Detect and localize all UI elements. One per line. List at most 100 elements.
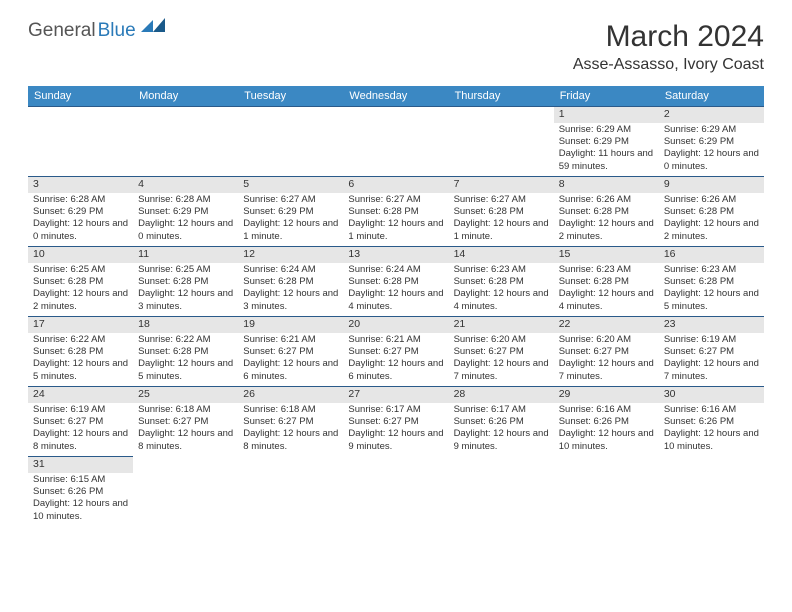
sunrise: Sunrise: 6:28 AM — [138, 194, 233, 206]
day-header: Wednesday — [343, 86, 448, 106]
sunset: Sunset: 6:27 PM — [454, 346, 549, 358]
sunset: Sunset: 6:28 PM — [348, 206, 443, 218]
sunrise: Sunrise: 6:23 AM — [559, 264, 654, 276]
sunrise: Sunrise: 6:23 AM — [664, 264, 759, 276]
day-number: 23 — [659, 316, 764, 333]
day-cell: 26Sunrise: 6:18 AMSunset: 6:27 PMDayligh… — [238, 386, 343, 456]
sunset: Sunset: 6:26 PM — [33, 486, 128, 498]
day-number: 31 — [28, 456, 133, 473]
day-cell: 13Sunrise: 6:24 AMSunset: 6:28 PMDayligh… — [343, 246, 448, 316]
day-content: Sunrise: 6:16 AMSunset: 6:26 PMDaylight:… — [659, 403, 764, 456]
daylight: Daylight: 12 hours and 4 minutes. — [559, 288, 654, 313]
day-content: Sunrise: 6:27 AMSunset: 6:29 PMDaylight:… — [238, 193, 343, 246]
week-row: 24Sunrise: 6:19 AM Sunset: 6:27 PM Dayligh… — [28, 386, 764, 456]
day-content: Sunrise: 6:23 AMSunset: 6:28 PMDaylight:… — [449, 263, 554, 316]
day-cell — [238, 456, 343, 526]
day-number: 12 — [238, 246, 343, 263]
day-number-empty — [133, 106, 238, 122]
day-content: Sunrise: 6:28 AMSunset: 6:29 PMDaylight:… — [133, 193, 238, 246]
calendar-body: 1Sunrise: 6:29 AMSunset: 6:29 PMDaylight… — [28, 106, 764, 526]
sunset: Sunset: 6:26 PM — [664, 416, 759, 428]
day-content: Sunrise: 6:17 AMSunset: 6:27 PMDaylight:… — [343, 403, 448, 456]
day-cell: 27Sunrise: 6:17 AMSunset: 6:27 PMDayligh… — [343, 386, 448, 456]
daylight: Daylight: 12 hours and 8 minutes. — [138, 428, 233, 453]
day-number: 24 — [28, 386, 133, 403]
daylight: Daylight: 12 hours and 4 minutes. — [348, 288, 443, 313]
day-cell: 16Sunrise: 6:23 AMSunset: 6:28 PMDayligh… — [659, 246, 764, 316]
day-cell: 5Sunrise: 6:27 AMSunset: 6:29 PMDaylight… — [238, 176, 343, 246]
week-row: 10 Sunrise: 6:25 AM Sunset: 6:28 PM Dayligh… — [28, 246, 764, 316]
sunset: Sunset: 6:28 PM — [664, 206, 759, 218]
day-number: 7 — [449, 176, 554, 193]
day-cell: 21Sunrise: 6:20 AMSunset: 6:27 PMDayligh… — [449, 316, 554, 386]
day-content: Sunrise: 6:24 AMSunset: 6:28 PMDaylight:… — [238, 263, 343, 316]
sunset: Sunset: 6:29 PM — [559, 136, 654, 148]
sunrise: Sunrise: 6:17 AM — [454, 404, 549, 416]
sunrise: Sunrise: 6:18 AM — [138, 404, 233, 416]
month-title: March 2024 — [573, 20, 764, 54]
day-cell: 23Sunrise: 6:19 AMSunset: 6:27 PMDayligh… — [659, 316, 764, 386]
daylight: Daylight: 12 hours and 0 minutes. — [138, 218, 233, 243]
day-number: 9 — [659, 176, 764, 193]
day-number: 30 — [659, 386, 764, 403]
day-cell: 6Sunrise: 6:27 AMSunset: 6:28 PMDaylight… — [343, 176, 448, 246]
sunrise: Sunrise: 6:21 AM — [243, 334, 338, 346]
day-content: Sunrise: 6:21 AMSunset: 6:27 PMDaylight:… — [238, 333, 343, 386]
sunrise: Sunrise: 6:22 AM — [33, 334, 128, 346]
day-header: Thursday — [449, 86, 554, 106]
sunset: Sunset: 6:27 PM — [664, 346, 759, 358]
daylight: Daylight: 12 hours and 10 minutes. — [664, 428, 759, 453]
sunrise: Sunrise: 6:18 AM — [243, 404, 338, 416]
day-number: 15 — [554, 246, 659, 263]
day-content: Sunrise: 6:20 AMSunset: 6:27 PMDaylight:… — [449, 333, 554, 386]
sunset: Sunset: 6:28 PM — [454, 206, 549, 218]
day-content: Sunrise: 6:18 AMSunset: 6:27 PMDaylight:… — [133, 403, 238, 456]
calendar-head: SundayMondayTuesdayWednesdayThursdayFrid… — [28, 86, 764, 106]
logo-general: General — [28, 20, 96, 42]
day-cell — [554, 456, 659, 526]
day-cell — [133, 106, 238, 176]
sunrise: Sunrise: 6:16 AM — [664, 404, 759, 416]
sunset: Sunset: 6:27 PM — [348, 416, 443, 428]
sunset: Sunset: 6:29 PM — [243, 206, 338, 218]
sunrise: Sunrise: 6:22 AM — [138, 334, 233, 346]
day-cell — [343, 106, 448, 176]
day-number-empty — [449, 106, 554, 122]
day-number: 5 — [238, 176, 343, 193]
day-content: Sunrise: 6:29 AMSunset: 6:29 PMDaylight:… — [554, 123, 659, 176]
day-content: Sunrise: 6:27 AMSunset: 6:28 PMDaylight:… — [449, 193, 554, 246]
sunrise: Sunrise: 6:24 AM — [243, 264, 338, 276]
day-number: 10 — [28, 246, 133, 263]
day-number-empty — [343, 456, 448, 472]
day-cell — [449, 106, 554, 176]
day-content: Sunrise: 6:23 AMSunset: 6:28 PMDaylight:… — [659, 263, 764, 316]
day-number: 26 — [238, 386, 343, 403]
sunset: Sunset: 6:29 PM — [138, 206, 233, 218]
sunrise: Sunrise: 6:20 AM — [559, 334, 654, 346]
sunset: Sunset: 6:28 PM — [664, 276, 759, 288]
sunrise: Sunrise: 6:28 AM — [33, 194, 128, 206]
header: GeneralBlue March 2024 Asse-Assasso, Ivo… — [0, 0, 792, 78]
sunrise: Sunrise: 6:17 AM — [348, 404, 443, 416]
sunset: Sunset: 6:29 PM — [664, 136, 759, 148]
day-number: 21 — [449, 316, 554, 333]
daylight: Daylight: 12 hours and 2 minutes. — [664, 218, 759, 243]
day-content: Sunrise: 6:18 AMSunset: 6:27 PMDaylight:… — [238, 403, 343, 456]
day-cell: 15Sunrise: 6:23 AMSunset: 6:28 PMDayligh… — [554, 246, 659, 316]
day-header: Sunday — [28, 86, 133, 106]
day-number-empty — [554, 456, 659, 472]
day-content: Sunrise: 6:22 AMSunset: 6:28 PMDaylight:… — [133, 333, 238, 386]
sunrise: Sunrise: 6:27 AM — [454, 194, 549, 206]
sunrise: Sunrise: 6:25 AM — [138, 264, 233, 276]
day-cell: 22Sunrise: 6:20 AMSunset: 6:27 PMDayligh… — [554, 316, 659, 386]
daylight: Daylight: 12 hours and 6 minutes. — [243, 358, 338, 383]
day-content: Sunrise: 6:21 AMSunset: 6:27 PMDaylight:… — [343, 333, 448, 386]
sunset: Sunset: 6:28 PM — [33, 346, 128, 358]
day-cell: 7Sunrise: 6:27 AMSunset: 6:28 PMDaylight… — [449, 176, 554, 246]
day-content: Sunrise: 6:16 AMSunset: 6:26 PMDaylight:… — [554, 403, 659, 456]
sunrise: Sunrise: 6:19 AM — [33, 404, 128, 416]
title-block: March 2024 Asse-Assasso, Ivory Coast — [573, 20, 764, 74]
sunrise: Sunrise: 6:20 AM — [454, 334, 549, 346]
day-cell: 14Sunrise: 6:23 AMSunset: 6:28 PMDayligh… — [449, 246, 554, 316]
logo: GeneralBlue — [28, 20, 167, 42]
